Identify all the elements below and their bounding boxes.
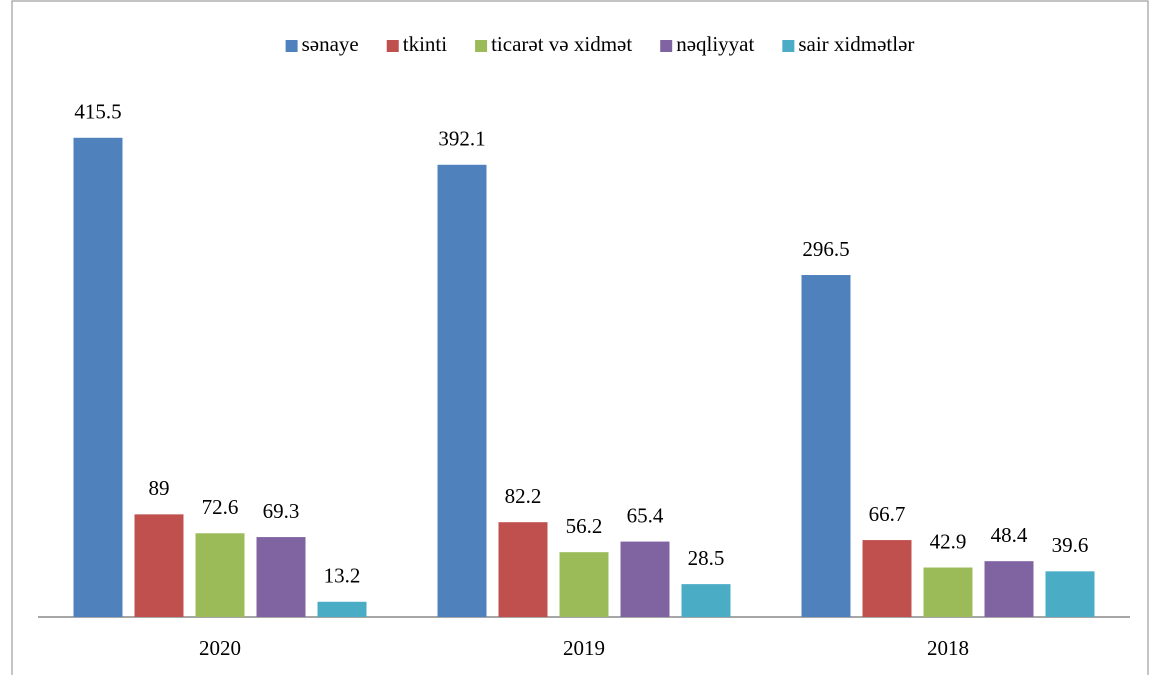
x-tick-label: 2018	[927, 636, 969, 660]
data-label: 66.7	[869, 502, 906, 526]
data-label: 13.2	[324, 564, 361, 588]
data-label: 82.2	[505, 484, 542, 508]
bar	[862, 540, 912, 617]
data-label: 65.4	[627, 503, 664, 527]
legend-label: tkinti	[403, 32, 448, 56]
bar	[437, 164, 487, 617]
legend-swatch	[386, 40, 399, 52]
data-label: 28.5	[688, 546, 725, 570]
bar	[317, 601, 367, 617]
bar	[498, 522, 548, 617]
legend-label: ticarət və xidmət	[491, 32, 632, 56]
legend-swatch	[660, 40, 673, 52]
data-label: 392.1	[438, 127, 485, 151]
bar	[195, 533, 245, 617]
data-label: 296.5	[802, 237, 849, 261]
data-label: 48.4	[991, 523, 1028, 547]
bar	[923, 567, 973, 617]
bar	[559, 552, 609, 617]
bar	[256, 537, 306, 617]
data-label: 69.3	[263, 499, 300, 523]
data-label: 415.5	[74, 100, 121, 124]
bar	[620, 541, 670, 617]
x-tick-label: 2019	[563, 636, 605, 660]
data-label: 42.9	[930, 529, 967, 553]
data-label: 56.2	[566, 514, 603, 538]
data-label: 39.6	[1052, 533, 1089, 557]
data-label: 72.6	[202, 495, 239, 519]
legend-swatch	[782, 40, 795, 52]
bar	[984, 561, 1034, 617]
bar	[801, 275, 851, 617]
legend-swatch	[475, 40, 488, 52]
chart-frame	[11, 0, 1149, 675]
x-tick-label: 2020	[199, 636, 241, 660]
legend-swatch	[285, 40, 298, 52]
bar	[73, 137, 123, 618]
bar	[1045, 571, 1095, 617]
bar	[681, 584, 731, 617]
legend-label: nəqliyyat	[676, 32, 754, 56]
bar	[134, 514, 184, 617]
legend-label: sənaye	[302, 32, 359, 56]
data-label: 89	[149, 476, 170, 500]
legend-label: sair xidmətlər	[798, 32, 914, 56]
